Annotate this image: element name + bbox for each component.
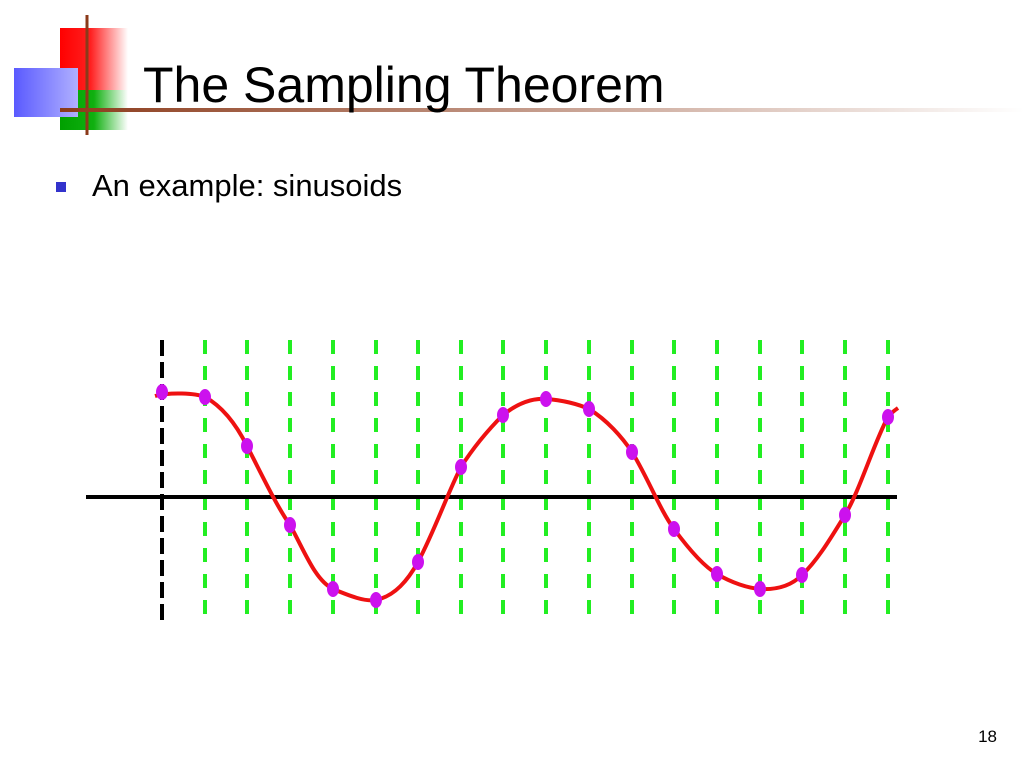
samples xyxy=(156,384,894,608)
sample-point xyxy=(497,407,509,423)
sample-point xyxy=(796,567,808,583)
sample-point xyxy=(754,581,766,597)
sample-point xyxy=(370,592,382,608)
sample-point xyxy=(711,566,723,582)
sample-point xyxy=(284,517,296,533)
sample-point xyxy=(327,581,339,597)
title-rule xyxy=(60,108,1024,112)
sampling-diagram xyxy=(86,340,900,622)
sample-point xyxy=(626,444,638,460)
sample-point xyxy=(839,507,851,523)
sample-point xyxy=(583,401,595,417)
sample-point xyxy=(199,389,211,405)
sample-point xyxy=(668,521,680,537)
bullet-marker xyxy=(56,182,66,192)
page-number: 18 xyxy=(978,727,997,746)
bullet-text: An example: sinusoids xyxy=(92,168,402,203)
sample-point xyxy=(882,409,894,425)
title: The Sampling Theorem xyxy=(143,57,665,113)
sample-point xyxy=(455,459,467,475)
sample-lines xyxy=(203,340,890,622)
sample-point xyxy=(412,554,424,570)
sample-point xyxy=(540,391,552,407)
sample-point xyxy=(156,384,168,400)
sample-point xyxy=(241,438,253,454)
